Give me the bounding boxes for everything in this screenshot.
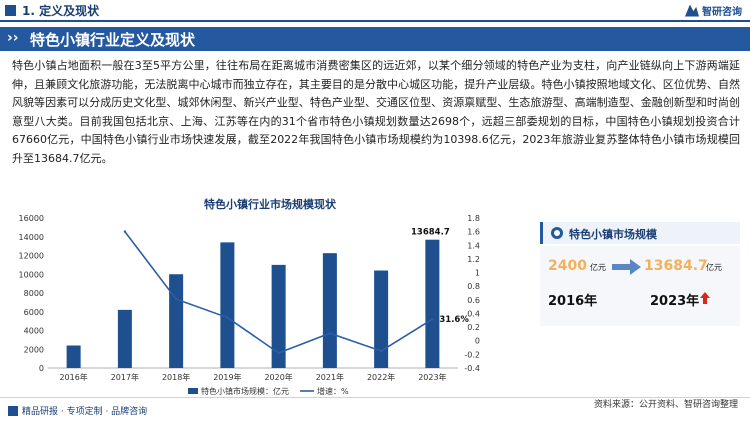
line-data-label: 31.6% (439, 315, 469, 325)
logo-icon (685, 4, 699, 17)
y2-tick-label: 1.6 (467, 228, 480, 237)
growth-point (431, 317, 434, 321)
panel-body: 2400 亿元 13684.7 亿元 2016年 2023年 (540, 246, 740, 326)
double-chevron-icon: ›› (7, 30, 19, 46)
y2-tick-label: 0.8 (467, 282, 480, 291)
x-tick-label: 2022年 (367, 372, 395, 382)
year-2023: 2023年 (650, 294, 700, 309)
y-tick-label: 12000 (19, 252, 44, 261)
value-2023: 13684.7 (644, 258, 708, 274)
year-2016: 2016年 (548, 294, 598, 309)
header: 1. 定义及现状 智研咨询 (0, 0, 750, 22)
y-tick-label: 2000 (24, 345, 44, 354)
description-paragraph: 特色小镇占地面积一般在3至5平方公里，往往布局在距离城市消费密集区的远近郊，以某… (12, 59, 740, 165)
page-title: 特色小镇行业定义及现状 (30, 31, 196, 49)
x-tick-label: 2020年 (264, 372, 292, 382)
value-2016: 2400 (548, 258, 587, 274)
chart-title: 特色小镇行业市场规模现状 (204, 198, 336, 211)
logo-text: 智研咨询 (702, 7, 742, 18)
y2-tick-label: 1.2 (467, 255, 480, 264)
bar (322, 253, 337, 368)
title-banner: ›› 特色小镇行业定义及现状 (0, 27, 750, 51)
panel-title: 特色小镇市场规模 (569, 228, 657, 241)
bar-data-label: 13684.7 (411, 228, 450, 238)
right-arrow-icon (612, 259, 641, 275)
unit-2023: 亿元 (706, 263, 722, 272)
target-icon (551, 227, 563, 239)
footer-left: 精品研报 · 专项定制 · 品牌咨询 (8, 404, 147, 417)
legend-bar-swatch (188, 388, 198, 394)
bar (117, 309, 132, 368)
header-divider (0, 20, 750, 22)
y-tick-label: 8000 (24, 289, 44, 298)
footer-source: 资料来源：公开资料、智研咨询整理 (593, 400, 738, 410)
y2-tick-label: 1.4 (467, 241, 480, 250)
y2-tick-label: 0 (475, 337, 480, 346)
y2-tick-label: 0.2 (467, 323, 480, 332)
y-tick-label: 6000 (24, 308, 44, 317)
up-arrow-icon (700, 292, 710, 304)
section-marker-icon (5, 5, 16, 16)
growth-point (277, 351, 280, 355)
footer-logo-icon (8, 405, 18, 416)
y2-tick-label: 0.6 (467, 296, 480, 305)
y-tick-label: 0 (39, 364, 44, 373)
bar (66, 345, 81, 368)
market-size-panel: 特色小镇市场规模 2400 亿元 13684.7 亿元 2016年 2023年 (540, 222, 740, 326)
y-tick-label: 4000 (24, 327, 44, 336)
bar (374, 270, 389, 368)
growth-point (328, 332, 332, 335)
y-tick-label: 10000 (19, 270, 44, 279)
legend-line-label: 增速：% (317, 386, 349, 396)
x-tick-label: 2019年 (213, 372, 241, 382)
bar (220, 242, 235, 368)
y2-tick-label: 1.8 (467, 214, 480, 223)
growth-point (226, 316, 229, 319)
y2-tick-label: 0.4 (467, 309, 480, 318)
unit-2016: 亿元 (590, 263, 606, 272)
x-tick-label: 2021年 (316, 372, 344, 382)
y2-tick-label: 1 (475, 269, 480, 278)
x-tick-label: 2023年 (418, 372, 446, 382)
bar (425, 239, 440, 368)
panel-header: 特色小镇市场规模 (540, 222, 740, 244)
y2-tick-label: -0.4 (464, 364, 480, 373)
growth-point (379, 349, 383, 353)
footer-tagline: 精品研报 · 专项定制 · 品牌咨询 (22, 407, 148, 417)
y2-tick-label: -0.2 (464, 350, 480, 359)
x-tick-label: 2018年 (162, 372, 190, 382)
growth-point (174, 297, 178, 301)
y-tick-label: 16000 (19, 214, 44, 223)
x-tick-label: 2017年 (111, 372, 139, 382)
logo: 智研咨询 (685, 3, 742, 18)
section-title: 1. 定义及现状 (22, 4, 100, 18)
market-size-chart: 0 2000 4000 6000 8000 10000 12000 14000 16000 -0.… (19, 214, 480, 396)
bar (271, 264, 286, 368)
footer-divider (0, 397, 750, 398)
growth-point (123, 230, 127, 233)
y-tick-label: 14000 (19, 233, 44, 242)
legend-bar-label: 特色小镇市场规模：亿元 (201, 386, 289, 396)
x-tick-label: 2016年 (59, 372, 87, 382)
bar (169, 274, 184, 368)
